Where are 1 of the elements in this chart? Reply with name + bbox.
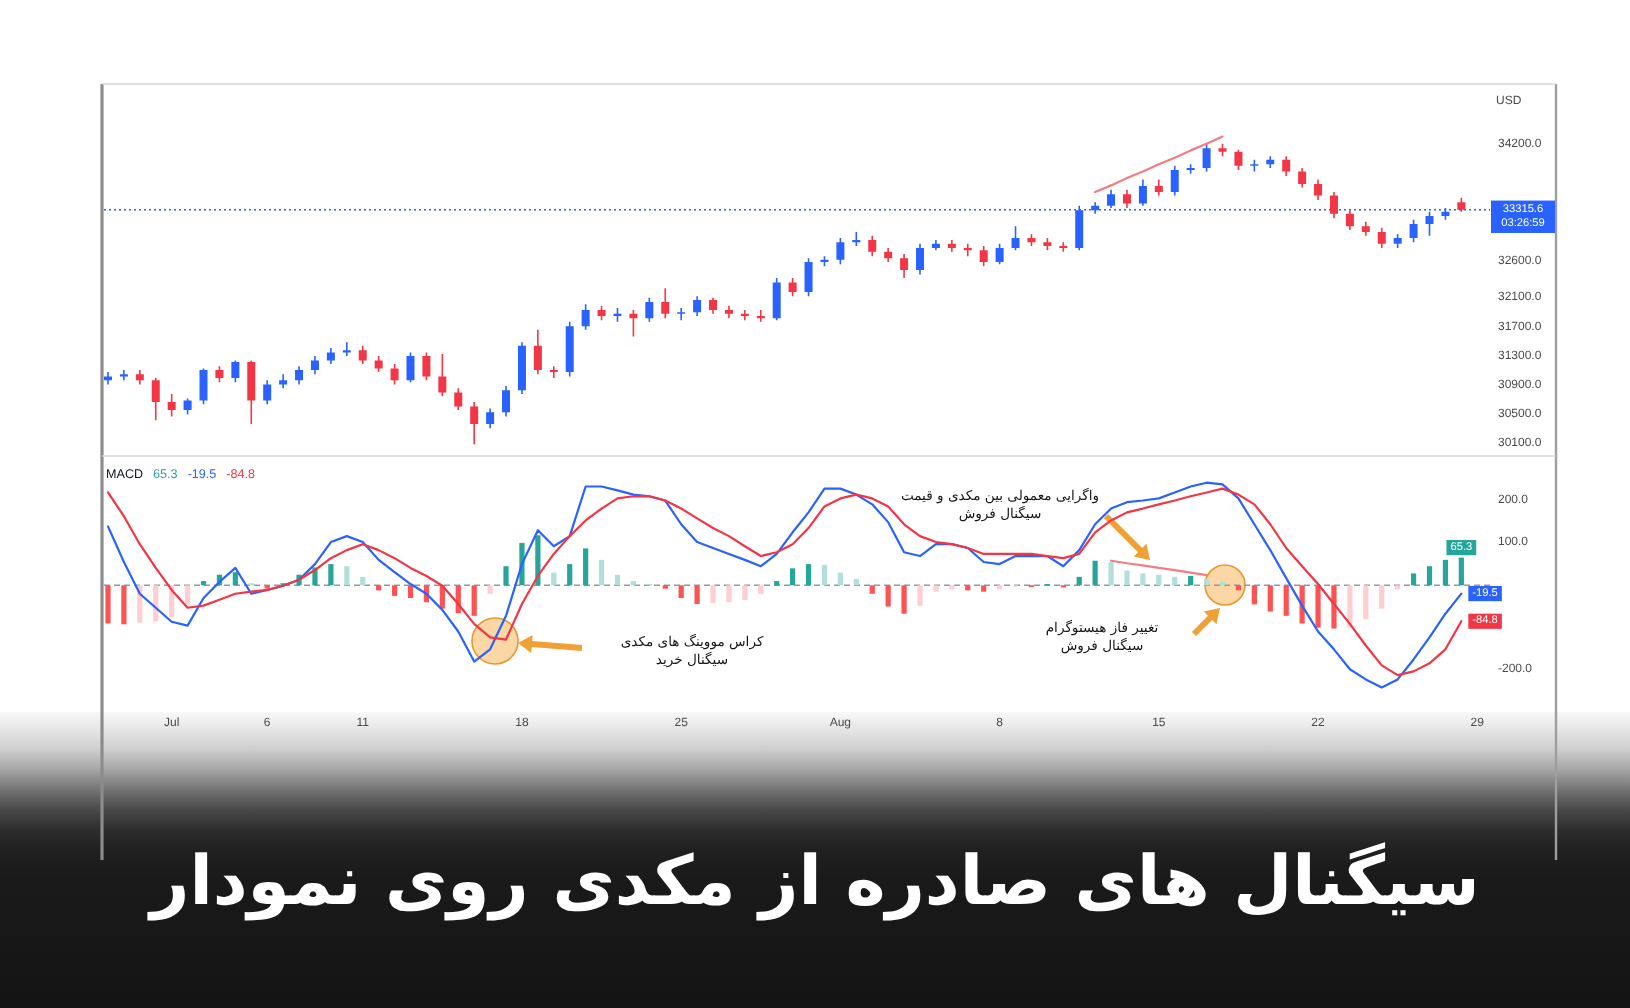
text: سیگنال های صادره از مکدی روی نمودار: [145, 842, 1482, 922]
